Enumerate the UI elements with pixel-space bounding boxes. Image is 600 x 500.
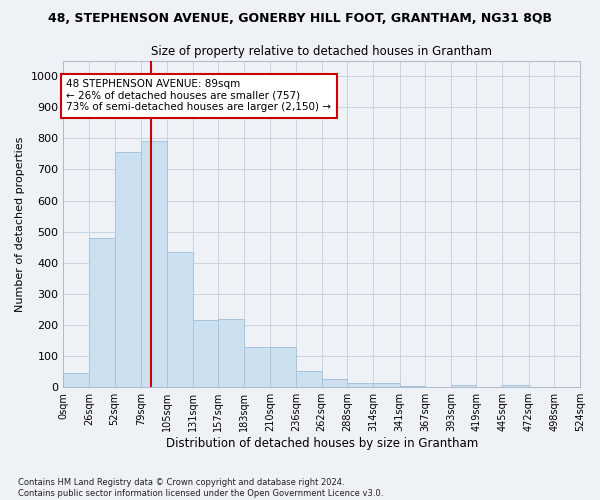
Title: Size of property relative to detached houses in Grantham: Size of property relative to detached ho… [151, 45, 492, 58]
Y-axis label: Number of detached properties: Number of detached properties [15, 136, 25, 312]
Bar [89, 238, 115, 387]
Bar [115, 152, 141, 387]
Bar [271, 347, 296, 387]
Bar [244, 347, 271, 387]
Bar [502, 385, 529, 387]
Bar [322, 379, 347, 387]
Bar [296, 371, 322, 387]
Text: 48 STEPHENSON AVENUE: 89sqm
← 26% of detached houses are smaller (757)
73% of se: 48 STEPHENSON AVENUE: 89sqm ← 26% of det… [67, 79, 331, 112]
Bar [400, 386, 425, 387]
Bar [218, 320, 244, 387]
Bar [451, 384, 476, 387]
Bar [141, 142, 167, 387]
Text: Contains HM Land Registry data © Crown copyright and database right 2024.
Contai: Contains HM Land Registry data © Crown c… [18, 478, 383, 498]
Bar [193, 320, 218, 387]
Bar [167, 252, 193, 387]
Bar [64, 373, 89, 387]
X-axis label: Distribution of detached houses by size in Grantham: Distribution of detached houses by size … [166, 437, 478, 450]
Text: 48, STEPHENSON AVENUE, GONERBY HILL FOOT, GRANTHAM, NG31 8QB: 48, STEPHENSON AVENUE, GONERBY HILL FOOT… [48, 12, 552, 26]
Bar [373, 384, 400, 387]
Bar [347, 382, 373, 387]
